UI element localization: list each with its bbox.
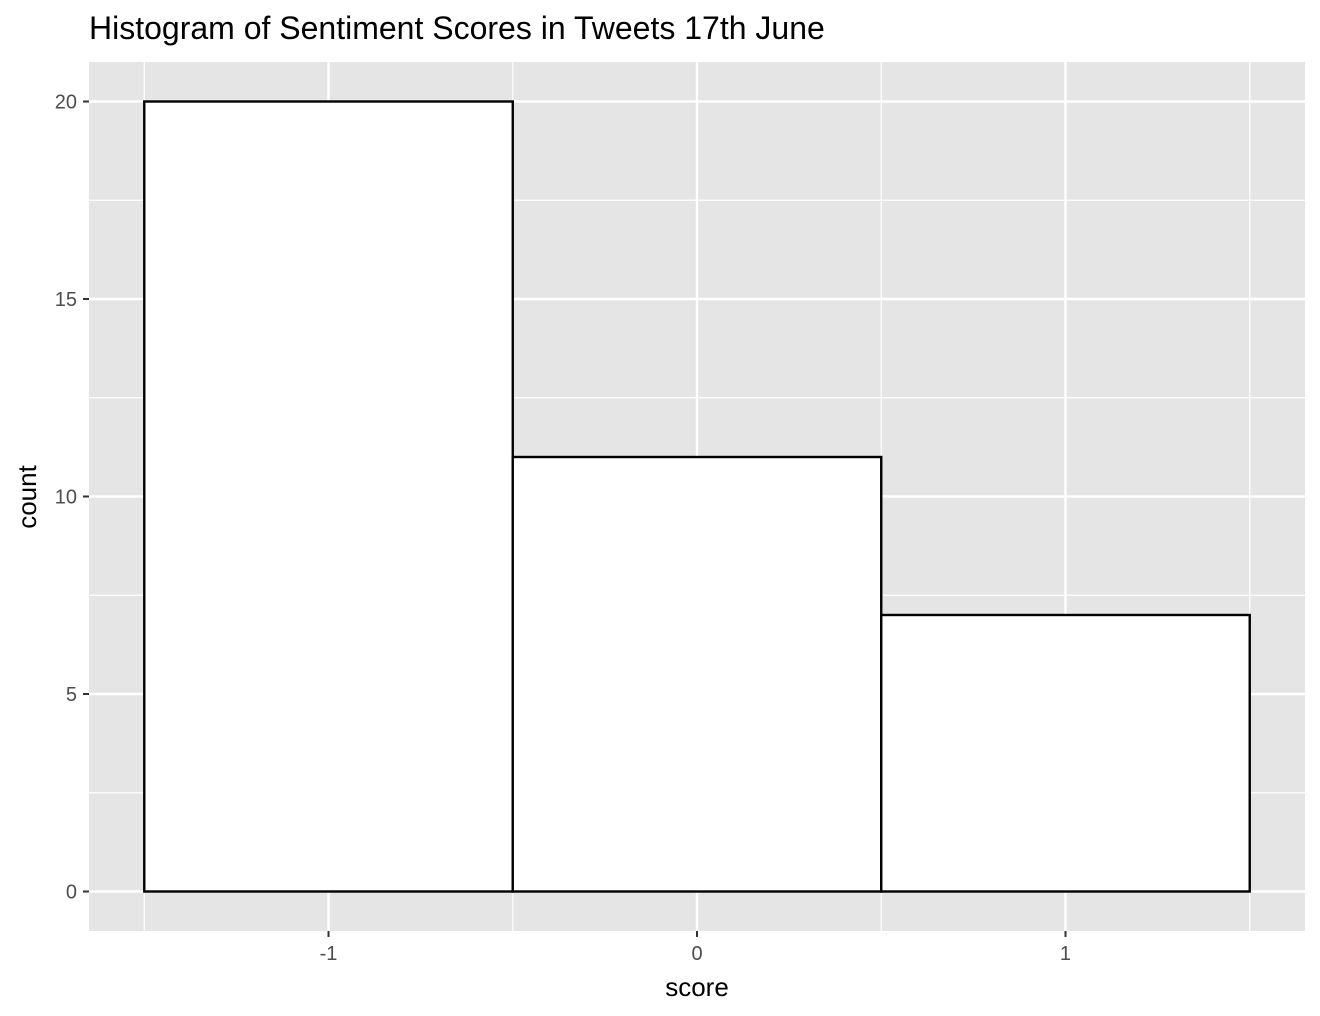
chart-title: Histogram of Sentiment Scores in Tweets …: [89, 10, 825, 46]
y-tick-label: 5: [66, 684, 77, 706]
y-tick-label: 0: [66, 882, 77, 904]
x-tick-label: -1: [320, 943, 338, 965]
y-tick-label: 20: [55, 92, 77, 114]
histogram-bar: [143, 100, 514, 893]
y-axis-title: count: [12, 464, 42, 528]
histogram-bar: [880, 613, 1251, 893]
x-axis-title: score: [665, 972, 729, 1002]
histogram-bar: [511, 455, 883, 893]
y-axis: 0 5 10 15 20: [55, 92, 89, 904]
y-tick-label: 15: [55, 289, 77, 311]
x-axis: -1 0 1: [320, 931, 1071, 965]
histogram-bars: [143, 100, 1251, 893]
x-tick-label: 0: [691, 943, 702, 965]
y-tick-label: 10: [55, 487, 77, 509]
x-tick-label: 1: [1060, 943, 1071, 965]
